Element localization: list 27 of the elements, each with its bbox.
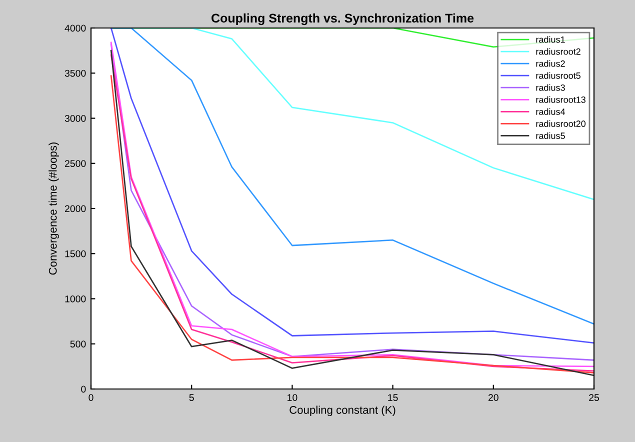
y-tick-label: 1500 [65, 250, 86, 258]
y-tick-label: 1000 [65, 295, 86, 302]
y-axis-title: Convergence time (#loops) [48, 142, 59, 275]
legend-label: radius4 [536, 108, 566, 115]
legend-label: radius3 [536, 84, 565, 91]
legend-label: radius1 [536, 36, 565, 43]
x-tick-label: 25 [589, 394, 599, 401]
x-axis-title: Coupling constant (K) [290, 406, 396, 416]
legend-label: radiusroot2 [536, 48, 580, 55]
legend-label: radiusroot5 [536, 72, 580, 79]
y-tick-label: 3000 [64, 114, 86, 122]
y-tick-label: 0 [81, 386, 86, 393]
x-tick-label: 20 [488, 394, 498, 401]
y-tick-label: 2000 [65, 205, 86, 212]
y-tick-label: 2500 [65, 160, 86, 167]
legend-label: radiusroot20 [536, 120, 586, 127]
legend-label: radius5 [536, 132, 565, 139]
x-tick-label: 15 [388, 394, 398, 401]
chart-title: Coupling Strength vs. Synchronization Time [212, 13, 474, 26]
legend-label: radiusroot13 [536, 96, 586, 103]
y-tick-label: 3500 [64, 70, 86, 77]
x-tick-label: 5 [189, 394, 194, 401]
y-tick-label: 500 [70, 340, 86, 348]
x-tick-label: 10 [288, 394, 298, 401]
legend-label: radius2 [536, 60, 565, 67]
x-tick-label: 0 [88, 394, 94, 401]
y-tick-label: 4000 [64, 24, 86, 32]
